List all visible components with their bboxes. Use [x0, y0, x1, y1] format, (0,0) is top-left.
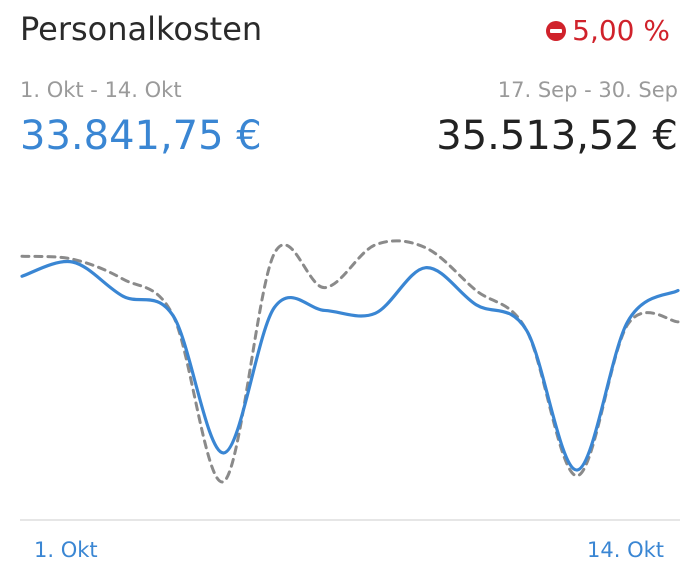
- minus-circle-icon: [546, 20, 567, 41]
- series-current-line: [20, 259, 680, 472]
- previous-range: 17. Sep - 30. Sep: [497, 78, 678, 102]
- x-axis-start-label: 1. Okt: [34, 538, 98, 562]
- change-indicator: 5,00 %: [546, 14, 670, 47]
- current-value: 33.841,75 €: [20, 113, 262, 159]
- current-range: 1. Okt - 14. Okt: [20, 78, 182, 102]
- previous-value: 35.513,52 €: [436, 113, 678, 159]
- x-axis-end-label: 14. Okt: [587, 538, 664, 562]
- series-previous-line: [20, 239, 680, 484]
- change-percent: 5,00 %: [572, 14, 670, 47]
- chart-title: Personalkosten: [20, 10, 263, 48]
- series-layer: [20, 239, 680, 484]
